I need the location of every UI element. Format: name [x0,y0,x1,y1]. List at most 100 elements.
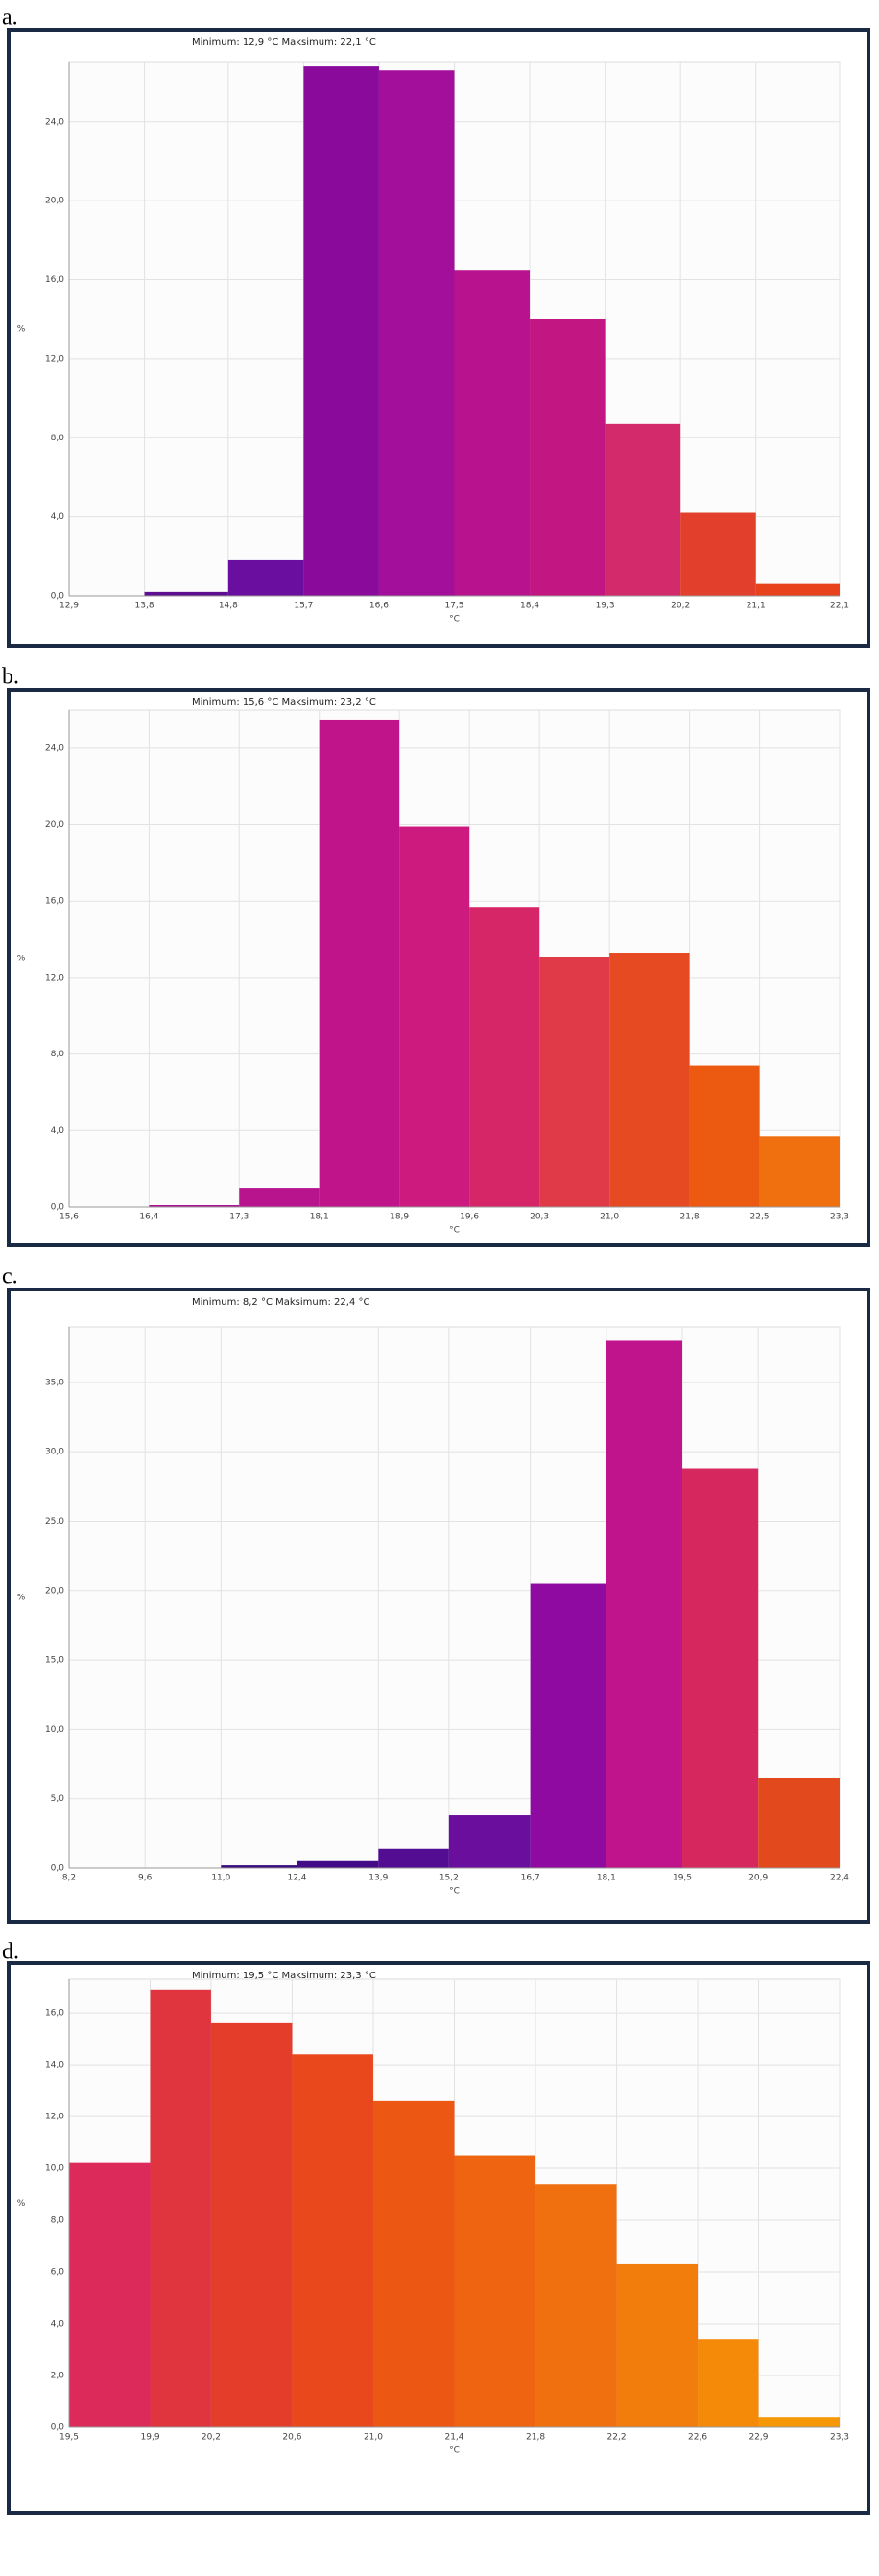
y-tick-label: 24,0 [45,117,64,127]
bar [454,2155,536,2427]
x-tick-label: 19,3 [596,602,615,611]
x-tick-label: 17,5 [444,602,463,611]
x-tick-label: 20,2 [671,602,690,611]
bar [378,70,455,596]
x-tick-label: 21,4 [444,2433,463,2443]
bar [616,2263,699,2427]
x-tick-label: 22,1 [830,602,849,611]
bar [539,957,610,1207]
x-tick-label: 12,9 [59,602,79,611]
y-axis-label: % [17,325,26,335]
bar [698,2339,759,2427]
x-tick-label: 13,9 [368,1874,388,1883]
x-axis-label: °C [449,1226,460,1236]
bar [469,907,540,1207]
y-tick-label: 4,0 [51,1126,65,1136]
y-tick-label: 25,0 [45,1517,64,1526]
x-tick-label: 22,2 [607,2433,627,2443]
bar [227,559,304,596]
x-tick-label: 18,9 [390,1213,409,1222]
bar [210,2022,293,2427]
x-tick-label: 22,9 [748,2433,768,2443]
y-tick-label: 16,0 [45,2009,64,2019]
y-tick-label: 24,0 [45,744,64,753]
y-tick-label: 16,0 [45,897,64,907]
x-tick-label: 15,2 [440,1874,459,1883]
bar [609,953,690,1207]
y-axis-label: % [17,1594,26,1603]
bar [454,270,531,596]
bar [297,1860,379,1868]
x-tick-label: 20,2 [202,2433,221,2443]
bar [372,2100,455,2427]
y-tick-label: 12,0 [45,973,64,982]
x-tick-label: 23,3 [830,2433,849,2443]
y-tick-label: 15,0 [45,1656,64,1666]
x-tick-label: 23,3 [830,1213,849,1222]
y-tick-label: 8,0 [51,1050,65,1059]
x-tick-label: 20,6 [282,2433,301,2443]
chart-title: Minimum: 8,2 °C Maksimum: 22,4 °C [192,1297,369,1308]
bar [378,1848,449,1868]
y-axis-label: % [17,955,26,964]
x-tick-label: 22,6 [688,2433,707,2443]
bar [239,1188,320,1207]
bar [303,66,379,596]
bar [221,1865,297,1868]
x-tick-label: 21,1 [747,602,766,611]
panel-label: a. [2,6,18,31]
bar [759,1136,840,1207]
x-tick-label: 14,8 [219,602,238,611]
x-tick-label: 22,4 [830,1874,849,1883]
x-tick-label: 16,4 [139,1213,158,1222]
bar [605,423,681,596]
y-tick-label: 8,0 [51,2216,65,2226]
x-tick-label: 18,1 [597,1874,616,1883]
y-tick-label: 0,0 [51,2423,65,2433]
x-tick-label: 15,6 [59,1213,79,1222]
x-tick-label: 17,3 [229,1213,249,1222]
bar [292,2054,373,2427]
x-tick-label: 13,8 [135,602,154,611]
x-tick-label: 20,3 [530,1213,549,1222]
y-tick-label: 10,0 [45,2164,64,2174]
x-tick-label: 16,6 [369,602,389,611]
y-tick-label: 16,0 [45,275,64,285]
y-tick-label: 0,0 [51,1203,65,1213]
x-tick-label: 8,2 [62,1874,76,1883]
y-tick-label: 20,0 [45,197,64,206]
y-tick-label: 12,0 [45,2113,64,2122]
x-tick-label: 12,4 [287,1874,306,1883]
x-tick-label: 18,1 [310,1213,329,1222]
x-axis-label: °C [449,615,460,625]
x-tick-label: 19,6 [460,1213,479,1222]
panel-label: d. [2,1940,19,1965]
x-tick-label: 21,8 [526,2433,545,2443]
x-axis-label: °C [449,1887,460,1897]
bar [689,1065,760,1207]
y-tick-label: 5,0 [51,1794,65,1804]
y-tick-label: 8,0 [51,434,65,443]
y-tick-label: 0,0 [51,1864,65,1874]
bar [680,512,756,596]
y-tick-label: 0,0 [51,592,65,602]
y-tick-label: 30,0 [45,1448,64,1457]
x-tick-label: 20,9 [748,1874,768,1883]
y-tick-label: 10,0 [45,1725,64,1735]
y-tick-label: 14,0 [45,2061,64,2070]
x-tick-label: 18,4 [520,602,539,611]
bar [319,719,400,1207]
x-tick-label: 15,7 [294,602,313,611]
bar [69,2162,151,2427]
x-tick-label: 19,5 [673,1874,692,1883]
bar [755,583,840,596]
x-axis-label: °C [449,2446,460,2456]
x-tick-label: 21,0 [364,2433,383,2443]
bar [758,1778,840,1868]
x-tick-label: 21,8 [680,1213,700,1222]
chart-title: Minimum: 12,9 °C Maksimum: 22,1 °C [192,37,376,48]
y-tick-label: 2,0 [51,2372,65,2381]
x-tick-label: 19,5 [59,2433,79,2443]
